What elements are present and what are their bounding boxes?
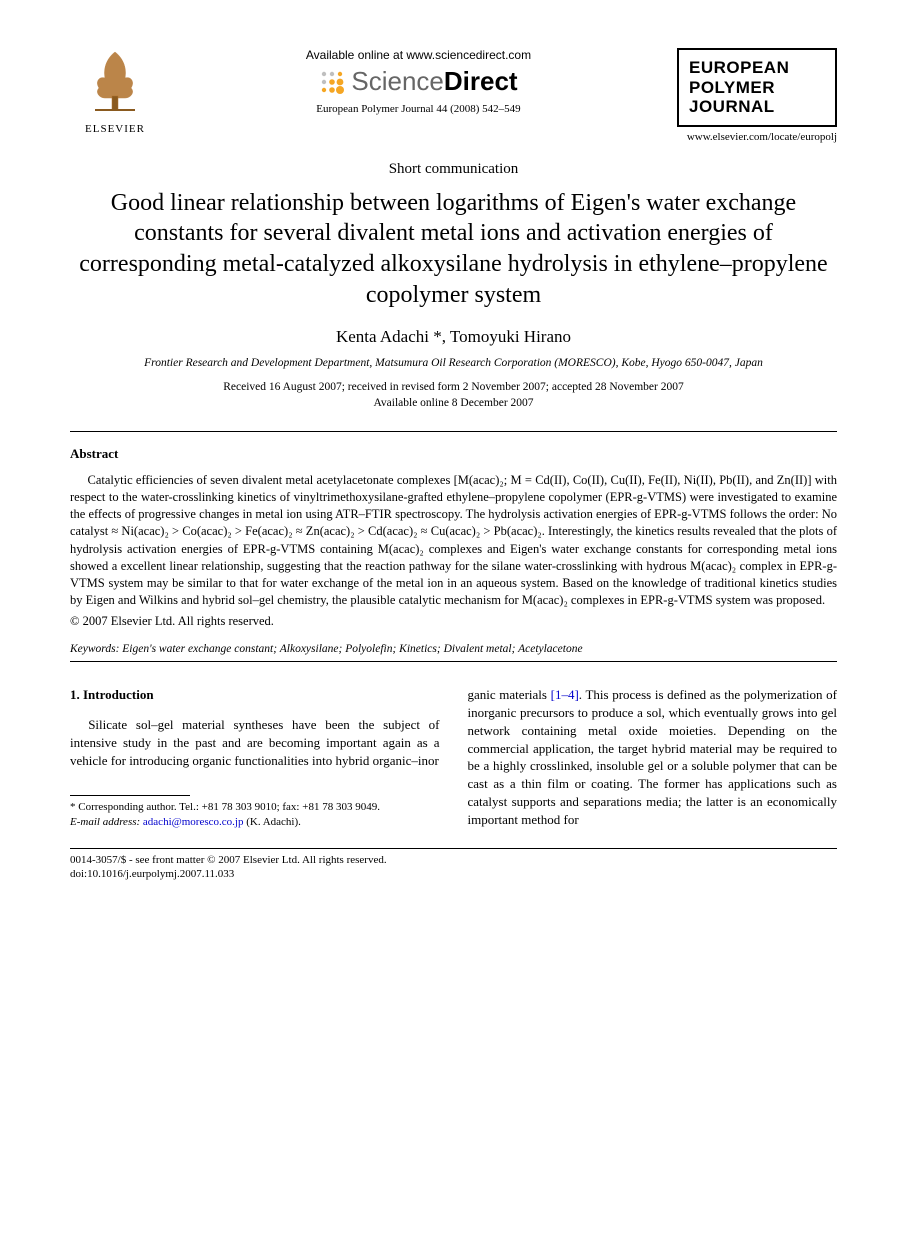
dates-line-1: Received 16 August 2007; received in rev…: [70, 379, 837, 395]
sd-science: Science: [351, 66, 444, 96]
keywords-list: Eigen's water exchange constant; Alkoxys…: [122, 643, 582, 655]
rule-above-abstract: [70, 431, 837, 432]
article-type: Short communication: [70, 161, 837, 178]
sd-direct: Direct: [444, 66, 518, 96]
section-heading-intro: 1. Introduction: [70, 686, 440, 704]
elsevier-label: ELSEVIER: [70, 123, 160, 135]
body-two-column: 1. Introduction Silicate sol–gel materia…: [70, 686, 837, 830]
keywords-label: Keywords:: [70, 643, 119, 655]
intro-para-left: Silicate sol–gel material syntheses have…: [70, 716, 440, 770]
citation-link[interactable]: [1–4]: [551, 687, 579, 702]
keywords-line: Keywords: Eigen's water exchange constan…: [70, 643, 837, 655]
footnote-corr: * Corresponding author. Tel.: +81 78 303…: [70, 800, 440, 815]
column-left: 1. Introduction Silicate sol–gel materia…: [70, 686, 440, 830]
sciencedirect-logo: ScienceDirect: [172, 66, 665, 97]
authors: Kenta Adachi *, Tomoyuki Hirano: [70, 327, 837, 347]
footnote-separator: [70, 795, 190, 796]
dates-line-2: Available online 8 December 2007: [70, 395, 837, 411]
email-link[interactable]: adachi@moresco.co.jp: [143, 816, 244, 828]
article-title: Good linear relationship between logarit…: [70, 188, 837, 311]
email-label: E-mail address:: [70, 816, 140, 828]
elsevier-tree-icon: [85, 48, 145, 116]
journal-title-box: EUROPEAN POLYMER JOURNAL: [677, 48, 837, 127]
journal-box-l1: EUROPEAN: [689, 58, 825, 78]
footnote-email-line: E-mail address: adachi@moresco.co.jp (K.…: [70, 815, 440, 830]
journal-url: www.elsevier.com/locate/europolj: [677, 131, 837, 143]
abstract-heading: Abstract: [70, 446, 837, 462]
intro-para-right: ganic materials [1–4]. This process is d…: [468, 686, 838, 830]
header-center: Available online at www.sciencedirect.co…: [160, 48, 677, 115]
footer-line-1: 0014-3057/$ - see front matter © 2007 El…: [70, 853, 837, 867]
sciencedirect-dots-icon: [319, 69, 345, 95]
footer-rule: [70, 848, 837, 849]
elsevier-logo-block: ELSEVIER: [70, 48, 160, 135]
footer-line-2: doi:10.1016/j.eurpolymj.2007.11.033: [70, 867, 837, 881]
email-who: (K. Adachi).: [246, 816, 301, 828]
available-online-line: Available online at www.sciencedirect.co…: [172, 48, 665, 62]
page-header: ELSEVIER Available online at www.science…: [70, 48, 837, 143]
journal-box-wrap: EUROPEAN POLYMER JOURNAL www.elsevier.co…: [677, 48, 837, 143]
page-footer: 0014-3057/$ - see front matter © 2007 El…: [70, 853, 837, 882]
article-dates: Received 16 August 2007; received in rev…: [70, 379, 837, 411]
col2-post: . This process is defined as the polymer…: [468, 687, 838, 828]
journal-box-l2: POLYMER: [689, 78, 825, 98]
column-right: ganic materials [1–4]. This process is d…: [468, 686, 838, 830]
col2-pre: ganic materials: [468, 687, 551, 702]
abstract-body: Catalytic efficiencies of seven divalent…: [70, 472, 837, 610]
corresponding-author-footnote: * Corresponding author. Tel.: +81 78 303…: [70, 800, 440, 830]
affiliation: Frontier Research and Development Depart…: [70, 357, 837, 369]
journal-box-l3: JOURNAL: [689, 97, 825, 117]
rule-below-keywords: [70, 661, 837, 662]
sciencedirect-wordmark: ScienceDirect: [351, 66, 517, 97]
abstract-copyright: © 2007 Elsevier Ltd. All rights reserved…: [70, 614, 837, 629]
journal-reference: European Polymer Journal 44 (2008) 542–5…: [172, 103, 665, 115]
